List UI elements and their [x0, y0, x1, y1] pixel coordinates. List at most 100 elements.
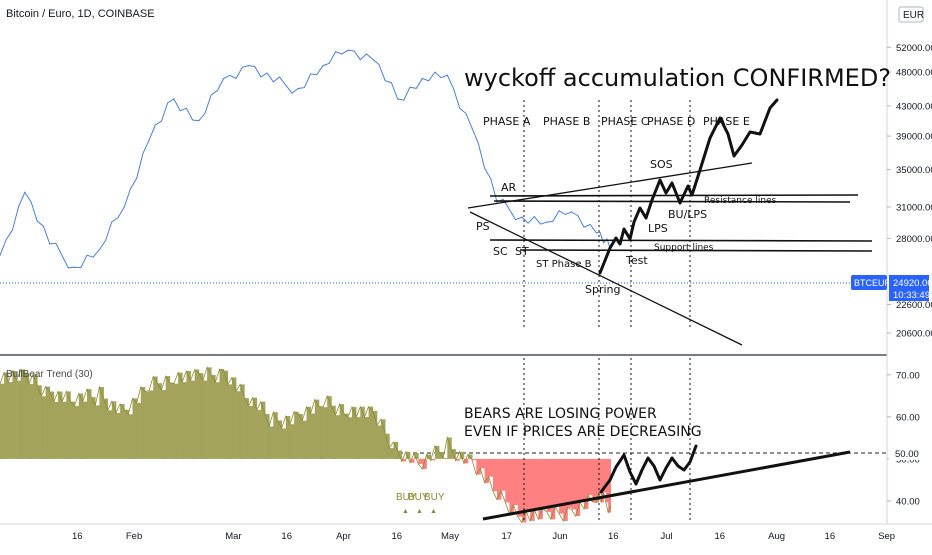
bear-bar: [555, 458, 560, 507]
price-point: [297, 87, 299, 90]
bu-lps-label: BU/LPS: [668, 208, 707, 221]
bull-bar: [78, 393, 84, 459]
bull-bar: [207, 367, 212, 459]
bull-bar: [145, 391, 150, 459]
bear-bar: [598, 458, 602, 493]
bear-bar: [521, 458, 527, 523]
bear-bar: [542, 458, 548, 509]
phase-a-label: PHASE A: [483, 115, 531, 128]
bull-bar: [443, 457, 448, 459]
price-axis: 52000.00 48000.00 43000.00 39000.00 35000.00…: [887, 43, 932, 340]
last-price-symbol: BTCEUR: [854, 278, 892, 288]
bull-bar: [8, 382, 13, 459]
bear-bar: [608, 458, 611, 513]
bull-bar: [434, 445, 440, 459]
bull-bar: [352, 406, 357, 459]
st-phase-b-label: ST Phase B: [536, 259, 592, 270]
bear-bar: [592, 458, 597, 502]
bear-bar: [571, 458, 576, 510]
price-line: [0, 49, 612, 269]
bull-bar: [252, 397, 258, 459]
bull-bar: [29, 384, 34, 459]
bear-bar: [418, 458, 423, 464]
bear-bar: [538, 458, 543, 520]
test-label: Test: [625, 254, 648, 267]
time-tick-label: 16: [715, 531, 726, 542]
bull-bar: [149, 390, 154, 459]
bull-bar: [327, 396, 332, 459]
bull-bar: [33, 374, 38, 459]
price-point: [322, 65, 324, 67]
bears-text-line2: EVEN IF PRICES ARE DECREASING: [464, 424, 702, 440]
bull-bar: [41, 396, 46, 459]
price-point: [24, 191, 26, 193]
bear-bar: [484, 458, 490, 483]
bull-bar: [381, 419, 386, 459]
price-point: [570, 211, 573, 213]
sos-label: SOS: [650, 158, 673, 171]
bear-bar: [505, 458, 510, 503]
bear-bar: [530, 458, 535, 521]
bull-bar: [277, 420, 282, 459]
bull-bar: [339, 404, 345, 459]
bear-bar: [501, 458, 506, 491]
time-tick-label: 16: [825, 531, 836, 542]
bull-bar: [58, 391, 63, 459]
price-point: [546, 221, 548, 223]
price-point: [446, 74, 448, 76]
bull-bar: [289, 424, 295, 459]
price-point: [272, 81, 274, 83]
btceur-series-line: [0, 49, 612, 269]
bull-bar: [219, 369, 224, 459]
bull-bar: [186, 371, 191, 459]
ps-label: PS: [476, 220, 490, 233]
currency-button[interactable]: EUR: [898, 6, 924, 23]
bear-bar: [584, 458, 589, 509]
bear-bar: [488, 458, 494, 477]
bull-bar: [331, 405, 336, 459]
price-tick-label: 35000.00: [896, 165, 932, 176]
bear-bar: [605, 458, 609, 503]
price-point: [73, 266, 76, 268]
time-tick-label: 16: [391, 531, 402, 542]
bull-bar: [265, 414, 270, 459]
bull-bar: [335, 415, 340, 459]
bull-bar: [281, 428, 287, 459]
bear-bar: [497, 458, 502, 500]
price-point: [173, 98, 175, 100]
indicator-tick-label: 60.00: [896, 412, 920, 423]
bull-bar: [236, 391, 241, 459]
bull-bar: [347, 417, 353, 459]
price-tick-label: 43000.00: [896, 101, 932, 112]
bull-bar: [66, 391, 71, 459]
time-tick-label: Aug: [768, 531, 785, 542]
bull-bar: [323, 407, 328, 459]
bear-bar: [509, 458, 514, 514]
bull-bar: [198, 373, 204, 459]
bull-bar: [306, 406, 311, 459]
price-point: [98, 249, 100, 251]
time-tick-label: Mar: [225, 531, 241, 542]
price-point: [347, 49, 349, 51]
bull-bar: [372, 411, 378, 459]
bear-bar: [603, 458, 607, 493]
bull-bar: [397, 450, 403, 459]
bear-bar: [422, 458, 427, 469]
price-point: [421, 77, 423, 80]
bear-bar: [567, 458, 572, 508]
bull-bar: [389, 448, 394, 459]
bull-bar: [368, 406, 374, 459]
price-point: [123, 206, 125, 208]
price-tick-label: 52000.00: [896, 43, 932, 54]
lps-label: LPS: [648, 222, 668, 235]
bull-bar: [49, 391, 55, 459]
bear-bar: [588, 458, 593, 496]
bull-bar: [343, 413, 349, 459]
bull-bar: [298, 413, 303, 459]
bear-bar: [579, 458, 585, 503]
bull-bar: [128, 414, 133, 459]
buy-signal-1: BUY: [396, 492, 417, 503]
price-point: [595, 232, 598, 234]
price-point: [471, 127, 473, 129]
